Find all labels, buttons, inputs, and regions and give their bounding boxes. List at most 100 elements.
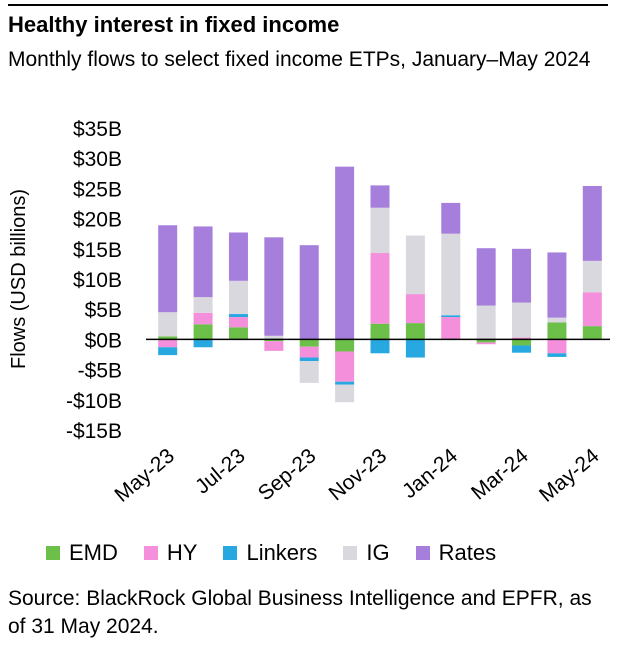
bar-segment-emd — [193, 324, 213, 340]
bar-segment-ig — [370, 207, 390, 254]
bar-segment-linkers — [335, 381, 355, 385]
x-tick-label: Jul-23 — [191, 444, 250, 498]
bar-segment-rates — [370, 185, 390, 208]
bar-segment-hy — [441, 317, 461, 340]
bar-segment-ig — [264, 335, 284, 340]
source-note: Source: BlackRock Global Business Intell… — [8, 587, 592, 638]
bar-segment-ig — [582, 260, 602, 293]
bar-segment-hy — [228, 317, 248, 328]
bar-segment-ig — [547, 317, 567, 323]
bar-segment-emd — [299, 339, 319, 347]
legend-item-emd: EMD — [46, 540, 118, 566]
bar-segment-emd — [370, 323, 390, 340]
bar-segment-rates — [158, 225, 178, 313]
bar-segment-emd — [264, 339, 284, 342]
x-tick-label: Nov-23 — [325, 444, 392, 505]
bar-segment-ig — [299, 361, 319, 383]
y-tick-label: -$15B — [66, 420, 122, 443]
bar-segment-hy — [512, 337, 532, 340]
bar-segment-emd — [228, 327, 248, 340]
bar-segment-rates — [582, 185, 602, 261]
legend-item-rates: Rates — [415, 540, 497, 566]
legend-swatch-ig — [343, 546, 358, 560]
bar-segment-linkers — [228, 314, 248, 318]
legend-item-linkers: Linkers — [223, 540, 317, 566]
chart-subtitle: Monthly flows to select fixed income ETP… — [8, 48, 591, 71]
bar-segment-ig — [476, 305, 496, 340]
bar-segment-rates — [441, 202, 461, 234]
stacked-bar-chart: Flows (USD billions) $35B $30B $25B $20B $15B… — [8, 118, 610, 507]
bar-segment-emd — [335, 339, 355, 352]
bar-segment-emd — [476, 339, 496, 343]
bar-segment-linkers — [299, 357, 319, 362]
bar-segment-hy — [335, 351, 355, 382]
bar-segment-rates — [228, 232, 248, 281]
x-tick-label: Sep-23 — [254, 444, 321, 505]
y-tick-label: $30B — [73, 148, 122, 171]
bar-segment-ig — [441, 233, 461, 316]
legend-label-rates: Rates — [438, 540, 497, 565]
y-tick-label: -$10B — [66, 390, 122, 413]
bar-segment-emd — [512, 339, 532, 346]
bar-segment-hy — [193, 312, 213, 325]
bar-segment-linkers — [512, 345, 532, 353]
y-tick-label: $25B — [73, 178, 122, 201]
legend-swatch-emd — [46, 546, 60, 560]
legend-item-hy: HY — [143, 540, 198, 566]
legend-swatch-rates — [415, 546, 430, 560]
bar-segment-ig — [228, 280, 248, 315]
bar-segment-ig — [512, 302, 532, 338]
bar-segment-emd — [405, 323, 425, 340]
legend-label-hy: HY — [166, 540, 198, 565]
legend-label-emd: EMD — [69, 540, 118, 565]
bar-segment-hy — [264, 341, 284, 351]
y-tick-label: $5B — [85, 299, 122, 322]
y-tick-label: $20B — [73, 209, 122, 232]
top-rule — [8, 4, 608, 6]
bar-segment-linkers — [405, 339, 425, 358]
bar-segment-hy — [405, 294, 425, 324]
y-tick-label: $35B — [73, 118, 122, 141]
y-tick-label: $10B — [73, 269, 122, 292]
x-tick-label: Jan-24 — [398, 444, 462, 503]
y-axis-label: Flows (USD billions) — [8, 189, 30, 369]
chart-title: Healthy interest in fixed income — [8, 12, 340, 37]
x-tick-label: May-24 — [535, 444, 604, 507]
bar-segment-rates — [193, 226, 213, 298]
legend-swatch-hy — [143, 546, 158, 560]
bar-segment-hy — [547, 339, 567, 354]
bar-segment-linkers — [193, 339, 213, 348]
bar-segment-ig — [193, 297, 213, 313]
bar-segment-linkers — [441, 315, 461, 318]
bar-segment-rates — [299, 245, 319, 340]
legend-item-ig: IG — [343, 540, 390, 566]
bar-segment-rates — [264, 237, 284, 336]
bar-segment-rates — [476, 248, 496, 306]
bar-segment-hy — [476, 342, 496, 345]
legend-label-linkers: Linkers — [246, 540, 318, 565]
y-tick-label: $15B — [73, 239, 122, 262]
bar-segment-linkers — [370, 339, 390, 354]
bar-segment-rates — [547, 252, 567, 318]
bar-segment-rates — [335, 166, 355, 340]
legend-swatch-linkers — [223, 546, 238, 560]
bar-segment-hy — [158, 339, 178, 348]
bar-segment-hy — [370, 253, 390, 324]
bar-segment-ig — [405, 235, 425, 295]
legend: EMD HY Linkers IG Rates — [46, 540, 522, 566]
x-tick-label: May-23 — [110, 444, 178, 507]
y-tick-label: -$5B — [78, 360, 122, 383]
x-tick-label: Mar-24 — [467, 444, 533, 505]
bar-segment-ig — [335, 384, 355, 403]
legend-label-ig: IG — [366, 540, 390, 565]
bar-segment-emd — [547, 322, 567, 340]
bar-segment-emd — [582, 326, 602, 340]
bar-segment-linkers — [158, 347, 178, 356]
bar-segment-hy — [299, 346, 319, 358]
bar-segment-ig — [158, 312, 178, 337]
bar-segment-rates — [512, 248, 532, 303]
bar-segment-hy — [582, 292, 602, 327]
bar-segment-emd — [158, 336, 178, 340]
bar-segment-linkers — [547, 353, 567, 357]
y-tick-label: $0B — [85, 329, 122, 352]
